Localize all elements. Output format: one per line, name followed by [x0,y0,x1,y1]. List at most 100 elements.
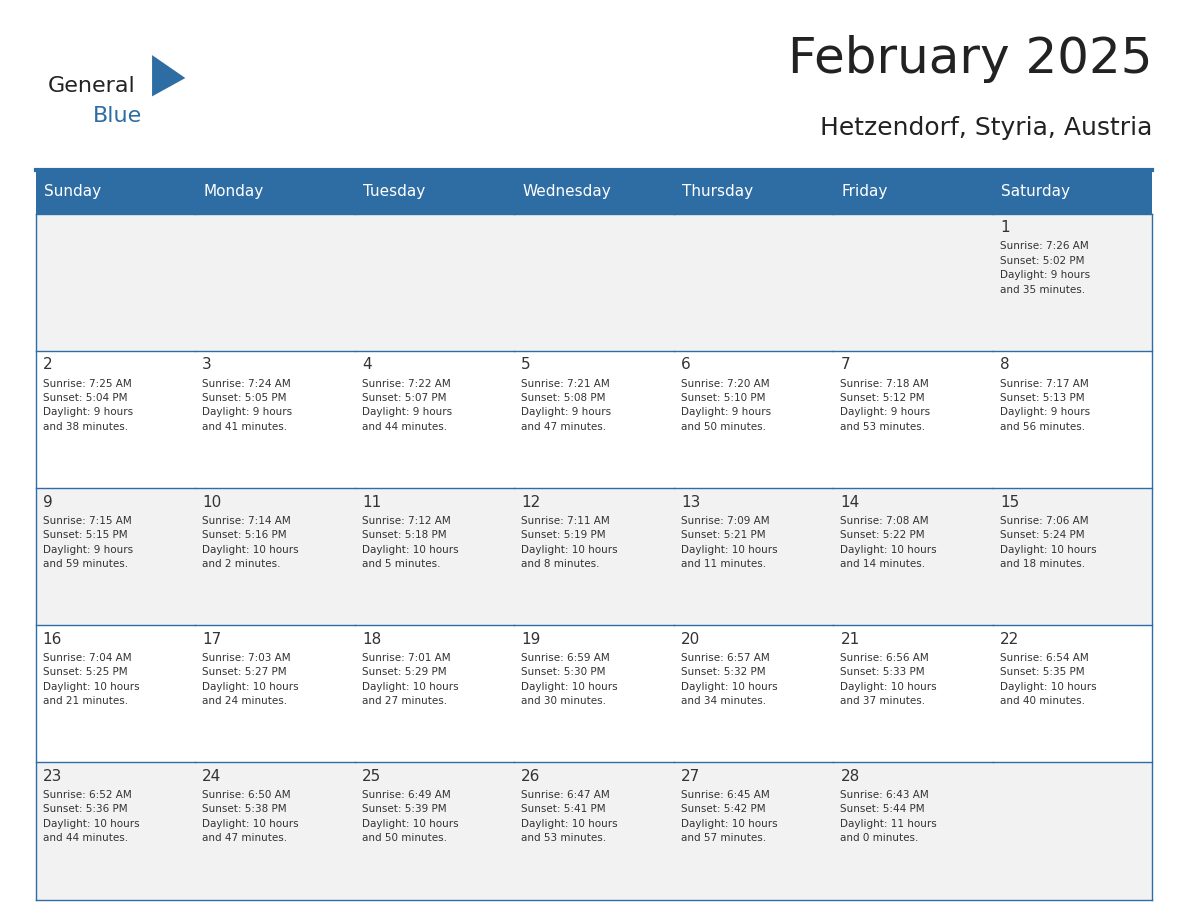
Text: Sunrise: 7:01 AM
Sunset: 5:29 PM
Daylight: 10 hours
and 27 minutes.: Sunrise: 7:01 AM Sunset: 5:29 PM Dayligh… [362,653,459,706]
Text: Sunrise: 7:12 AM
Sunset: 5:18 PM
Daylight: 10 hours
and 5 minutes.: Sunrise: 7:12 AM Sunset: 5:18 PM Dayligh… [362,516,459,569]
FancyBboxPatch shape [195,351,355,488]
FancyBboxPatch shape [195,170,355,214]
FancyBboxPatch shape [36,625,195,763]
Text: 4: 4 [362,357,372,373]
FancyBboxPatch shape [674,170,833,214]
Text: Sunrise: 6:56 AM
Sunset: 5:33 PM
Daylight: 10 hours
and 37 minutes.: Sunrise: 6:56 AM Sunset: 5:33 PM Dayligh… [840,653,937,706]
Text: Sunrise: 7:17 AM
Sunset: 5:13 PM
Daylight: 9 hours
and 56 minutes.: Sunrise: 7:17 AM Sunset: 5:13 PM Dayligh… [1000,378,1091,431]
Text: 25: 25 [362,769,381,784]
FancyBboxPatch shape [355,214,514,351]
Text: 12: 12 [522,495,541,509]
Text: Sunrise: 7:21 AM
Sunset: 5:08 PM
Daylight: 9 hours
and 47 minutes.: Sunrise: 7:21 AM Sunset: 5:08 PM Dayligh… [522,378,612,431]
Text: 26: 26 [522,769,541,784]
Text: General: General [48,76,135,96]
Text: Sunrise: 6:52 AM
Sunset: 5:36 PM
Daylight: 10 hours
and 44 minutes.: Sunrise: 6:52 AM Sunset: 5:36 PM Dayligh… [43,790,139,844]
FancyBboxPatch shape [355,625,514,763]
Text: Hetzendorf, Styria, Austria: Hetzendorf, Styria, Austria [820,117,1152,140]
FancyBboxPatch shape [674,763,833,900]
FancyBboxPatch shape [355,488,514,625]
FancyBboxPatch shape [195,763,355,900]
Text: Sunrise: 6:50 AM
Sunset: 5:38 PM
Daylight: 10 hours
and 47 minutes.: Sunrise: 6:50 AM Sunset: 5:38 PM Dayligh… [202,790,299,844]
Text: Saturday: Saturday [1001,185,1070,199]
FancyBboxPatch shape [674,625,833,763]
FancyBboxPatch shape [833,625,993,763]
FancyBboxPatch shape [833,488,993,625]
FancyBboxPatch shape [833,214,993,351]
FancyBboxPatch shape [833,170,993,214]
Text: 8: 8 [1000,357,1010,373]
Text: Sunrise: 6:43 AM
Sunset: 5:44 PM
Daylight: 11 hours
and 0 minutes.: Sunrise: 6:43 AM Sunset: 5:44 PM Dayligh… [840,790,937,844]
Text: 19: 19 [522,632,541,647]
FancyBboxPatch shape [833,351,993,488]
Text: Sunrise: 7:03 AM
Sunset: 5:27 PM
Daylight: 10 hours
and 24 minutes.: Sunrise: 7:03 AM Sunset: 5:27 PM Dayligh… [202,653,299,706]
Text: 15: 15 [1000,495,1019,509]
FancyBboxPatch shape [993,763,1152,900]
Text: 20: 20 [681,632,700,647]
Text: Sunrise: 7:04 AM
Sunset: 5:25 PM
Daylight: 10 hours
and 21 minutes.: Sunrise: 7:04 AM Sunset: 5:25 PM Dayligh… [43,653,139,706]
Text: Sunrise: 6:54 AM
Sunset: 5:35 PM
Daylight: 10 hours
and 40 minutes.: Sunrise: 6:54 AM Sunset: 5:35 PM Dayligh… [1000,653,1097,706]
Text: 6: 6 [681,357,690,373]
Text: 9: 9 [43,495,52,509]
FancyBboxPatch shape [993,351,1152,488]
Text: 18: 18 [362,632,381,647]
FancyBboxPatch shape [514,763,674,900]
FancyBboxPatch shape [36,351,195,488]
Text: Sunrise: 6:49 AM
Sunset: 5:39 PM
Daylight: 10 hours
and 50 minutes.: Sunrise: 6:49 AM Sunset: 5:39 PM Dayligh… [362,790,459,844]
Text: 24: 24 [202,769,221,784]
Text: 3: 3 [202,357,211,373]
Text: Friday: Friday [841,185,887,199]
Text: Sunrise: 7:08 AM
Sunset: 5:22 PM
Daylight: 10 hours
and 14 minutes.: Sunrise: 7:08 AM Sunset: 5:22 PM Dayligh… [840,516,937,569]
Text: Sunrise: 7:09 AM
Sunset: 5:21 PM
Daylight: 10 hours
and 11 minutes.: Sunrise: 7:09 AM Sunset: 5:21 PM Dayligh… [681,516,777,569]
Text: Blue: Blue [93,106,141,126]
FancyBboxPatch shape [355,351,514,488]
FancyBboxPatch shape [36,214,195,351]
FancyBboxPatch shape [514,351,674,488]
Text: Thursday: Thursday [682,185,753,199]
Text: 16: 16 [43,632,62,647]
Text: 2: 2 [43,357,52,373]
Text: Sunrise: 6:59 AM
Sunset: 5:30 PM
Daylight: 10 hours
and 30 minutes.: Sunrise: 6:59 AM Sunset: 5:30 PM Dayligh… [522,653,618,706]
Polygon shape [152,55,185,96]
Text: 11: 11 [362,495,381,509]
Text: 13: 13 [681,495,700,509]
FancyBboxPatch shape [993,625,1152,763]
Text: 22: 22 [1000,632,1019,647]
Text: 23: 23 [43,769,62,784]
Text: Sunrise: 7:06 AM
Sunset: 5:24 PM
Daylight: 10 hours
and 18 minutes.: Sunrise: 7:06 AM Sunset: 5:24 PM Dayligh… [1000,516,1097,569]
FancyBboxPatch shape [195,625,355,763]
Text: Wednesday: Wednesday [523,185,612,199]
Text: Sunrise: 7:15 AM
Sunset: 5:15 PM
Daylight: 9 hours
and 59 minutes.: Sunrise: 7:15 AM Sunset: 5:15 PM Dayligh… [43,516,133,569]
Text: Sunrise: 6:57 AM
Sunset: 5:32 PM
Daylight: 10 hours
and 34 minutes.: Sunrise: 6:57 AM Sunset: 5:32 PM Dayligh… [681,653,777,706]
Text: Tuesday: Tuesday [364,185,425,199]
FancyBboxPatch shape [514,488,674,625]
Text: Sunrise: 7:20 AM
Sunset: 5:10 PM
Daylight: 9 hours
and 50 minutes.: Sunrise: 7:20 AM Sunset: 5:10 PM Dayligh… [681,378,771,431]
FancyBboxPatch shape [514,214,674,351]
FancyBboxPatch shape [355,763,514,900]
Text: 21: 21 [840,632,860,647]
Text: 5: 5 [522,357,531,373]
FancyBboxPatch shape [355,170,514,214]
Text: Sunrise: 7:22 AM
Sunset: 5:07 PM
Daylight: 9 hours
and 44 minutes.: Sunrise: 7:22 AM Sunset: 5:07 PM Dayligh… [362,378,451,431]
FancyBboxPatch shape [993,488,1152,625]
Text: Sunrise: 7:11 AM
Sunset: 5:19 PM
Daylight: 10 hours
and 8 minutes.: Sunrise: 7:11 AM Sunset: 5:19 PM Dayligh… [522,516,618,569]
Text: Sunrise: 7:26 AM
Sunset: 5:02 PM
Daylight: 9 hours
and 35 minutes.: Sunrise: 7:26 AM Sunset: 5:02 PM Dayligh… [1000,241,1091,295]
FancyBboxPatch shape [674,488,833,625]
Text: Sunrise: 6:47 AM
Sunset: 5:41 PM
Daylight: 10 hours
and 53 minutes.: Sunrise: 6:47 AM Sunset: 5:41 PM Dayligh… [522,790,618,844]
Text: 14: 14 [840,495,860,509]
Text: Sunrise: 6:45 AM
Sunset: 5:42 PM
Daylight: 10 hours
and 57 minutes.: Sunrise: 6:45 AM Sunset: 5:42 PM Dayligh… [681,790,777,844]
Text: 27: 27 [681,769,700,784]
Text: 17: 17 [202,632,221,647]
FancyBboxPatch shape [36,488,195,625]
Text: Sunrise: 7:25 AM
Sunset: 5:04 PM
Daylight: 9 hours
and 38 minutes.: Sunrise: 7:25 AM Sunset: 5:04 PM Dayligh… [43,378,133,431]
FancyBboxPatch shape [195,214,355,351]
Text: Sunrise: 7:24 AM
Sunset: 5:05 PM
Daylight: 9 hours
and 41 minutes.: Sunrise: 7:24 AM Sunset: 5:05 PM Dayligh… [202,378,292,431]
Text: 1: 1 [1000,220,1010,235]
Text: Sunrise: 7:18 AM
Sunset: 5:12 PM
Daylight: 9 hours
and 53 minutes.: Sunrise: 7:18 AM Sunset: 5:12 PM Dayligh… [840,378,930,431]
FancyBboxPatch shape [514,170,674,214]
Text: 28: 28 [840,769,860,784]
FancyBboxPatch shape [993,170,1152,214]
FancyBboxPatch shape [36,763,195,900]
FancyBboxPatch shape [674,214,833,351]
FancyBboxPatch shape [674,351,833,488]
Text: February 2025: February 2025 [788,35,1152,83]
